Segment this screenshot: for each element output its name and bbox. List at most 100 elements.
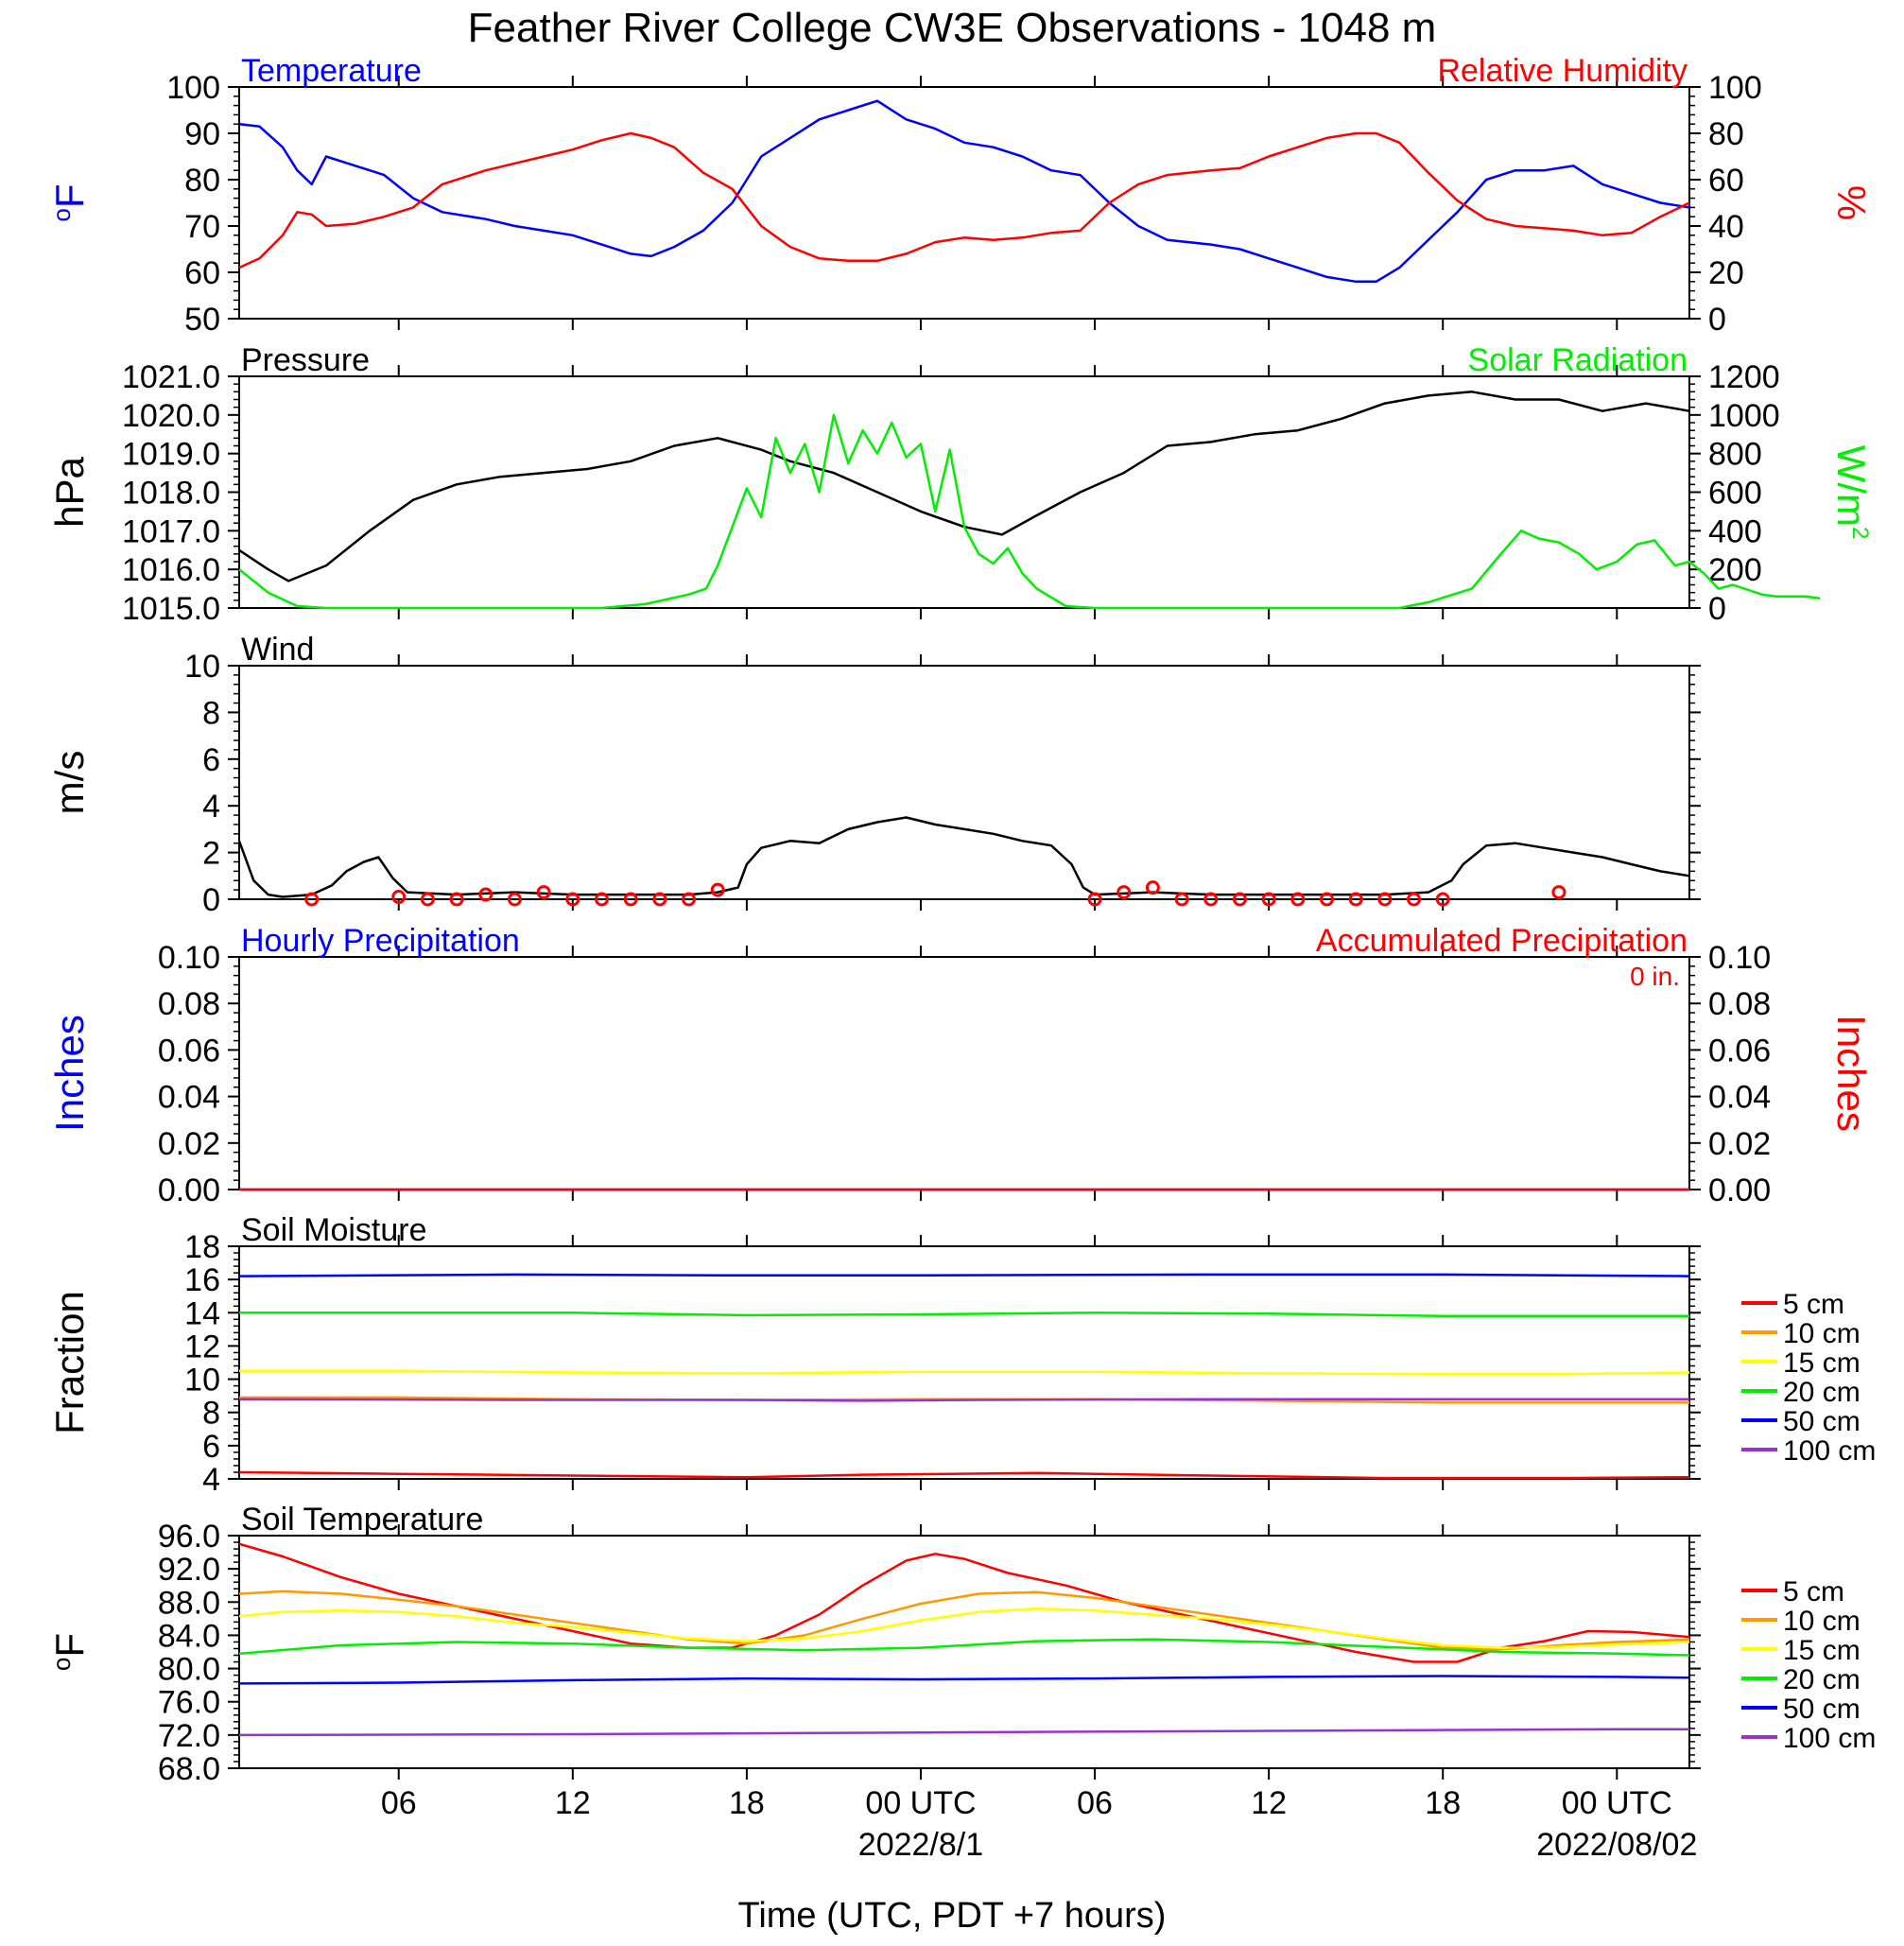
y-tick-label-left: 10 [184, 649, 220, 685]
y-tick-label-left: 1020.0 [122, 398, 220, 434]
wind-barb-calm [1551, 885, 1566, 900]
wind-barb-calm [478, 887, 493, 902]
y-tick-label-left: 50 [184, 302, 220, 338]
plot-frame [238, 956, 1690, 1190]
legend-label: 100 cm [1783, 1723, 1876, 1754]
y-tick-label-left: 14 [184, 1295, 220, 1331]
wind-barb-calm [565, 892, 580, 907]
y-tick-label-left: 0.10 [158, 940, 220, 976]
x-tick-label: 18 [729, 1785, 765, 1821]
wind-barb-calm [449, 892, 464, 907]
y-tick-label-left: 18 [184, 1229, 220, 1265]
plot-frame [238, 86, 1690, 320]
y-tick-label-right: 0.10 [1708, 940, 1771, 976]
chart-title: Feather River College CW3E Observations … [468, 5, 1437, 51]
degree-mark: o [47, 208, 76, 221]
series-line-100-cm [238, 1728, 1689, 1737]
series-line-20-cm [239, 1312, 1689, 1318]
wind-barb-calm [1261, 892, 1276, 907]
y-tick-label-left: 4 [202, 1462, 220, 1498]
wind-barb-calm [1116, 885, 1132, 900]
y-axis-unit-left: Fraction [47, 1291, 92, 1434]
legend-label: 50 cm [1783, 1694, 1861, 1725]
y-tick-label-left: 12 [184, 1329, 220, 1364]
y-tick-label-left: 1021.0 [122, 359, 220, 395]
series-line-100-cm [238, 1398, 1689, 1402]
y-tick-label-left: 1018.0 [122, 476, 220, 512]
wind-barb-calm [1320, 892, 1334, 907]
y-tick-label-right: 1200 [1708, 359, 1780, 395]
panel-title-left: Soil Moisture [241, 1212, 427, 1248]
series-line-pressure [238, 391, 1690, 582]
y-axis-unit-left: Inches [47, 1015, 92, 1132]
legend-label: 100 cm [1783, 1435, 1876, 1467]
y-tick-label-right: 0.06 [1708, 1033, 1771, 1069]
series-line-10-cm [238, 1590, 1690, 1651]
legend-label: 5 cm [1783, 1576, 1844, 1607]
series-line-50-cm [238, 1273, 1690, 1277]
y-tick-label-right: 0.02 [1708, 1126, 1771, 1162]
series-line-15-cm [239, 1369, 1690, 1376]
series-line-20-cm [238, 1638, 1690, 1657]
y-tick-label-left: 6 [202, 1429, 220, 1465]
x-tick-label: 06 [381, 1785, 417, 1821]
y-tick-label-left: 0.02 [158, 1126, 220, 1162]
x-tick-label: 00 UTC [865, 1785, 976, 1821]
series-line-5-cm [238, 1542, 1690, 1663]
y-axis-unit-right: Inches [1829, 1015, 1874, 1132]
y-tick-label-left: 1019.0 [122, 437, 220, 473]
degree-mark: o [47, 1658, 76, 1671]
y-tick-label-left: 88.0 [158, 1585, 220, 1621]
panel-title-right: Accumulated Precipitation [1316, 923, 1688, 959]
y-tick-label-left: 96.0 [158, 1519, 220, 1555]
wind-barb-calm [1435, 892, 1450, 907]
y-tick-label-left: 72.0 [158, 1718, 220, 1754]
y-tick-label-right: 0 [1708, 302, 1726, 338]
series-line-temperature [238, 99, 1690, 284]
unit-superscript: 2 [1847, 527, 1873, 539]
y-tick-label-left: 0.06 [158, 1033, 220, 1069]
legend-label: 15 cm [1783, 1347, 1861, 1379]
wind-barb-calm [1203, 892, 1219, 907]
y-tick-label-left: 0 [202, 882, 220, 918]
y-tick-label-left: 100 [166, 70, 220, 106]
wind-barb-calm [304, 892, 320, 907]
y-tick-label-left: 84.0 [158, 1618, 220, 1654]
series-line-solar-radiation [238, 413, 1821, 610]
panel-wind: 10 8 6 4 2 0 Wind m/s [47, 632, 1701, 918]
date-label: 2022/8/1 [858, 1827, 983, 1863]
wind-barb-calm [536, 885, 551, 900]
y-tick-label-left: 4 [202, 789, 220, 825]
panel-title-right: Relative Humidity [1437, 53, 1688, 89]
y-tick-label-right: 0.08 [1708, 986, 1771, 1022]
series-line-15-cm [238, 1607, 1690, 1649]
y-axis-unit-left: oF [47, 1633, 92, 1671]
y-tick-label-right: 1000 [1708, 398, 1780, 434]
y-tick-label-left: 70 [184, 209, 220, 245]
y-tick-label-left: 16 [184, 1262, 220, 1298]
legend-label: 50 cm [1783, 1406, 1861, 1437]
wind-barb-calm [1087, 892, 1102, 907]
x-tick-label: 00 UTC [1562, 1785, 1672, 1821]
series-line-relative-humidity [238, 131, 1690, 269]
wind-barb-calm [1174, 892, 1189, 907]
wind-barb-calm [595, 892, 609, 907]
wind-barb-calm [507, 892, 522, 907]
panel-title-left: Hourly Precipitation [241, 923, 520, 959]
y-tick-label-right: 20 [1708, 255, 1744, 291]
y-tick-label-right: 60 [1708, 163, 1744, 199]
y-tick-label-left: 0.04 [158, 1080, 220, 1116]
y-tick-label-left: 1016.0 [122, 552, 220, 588]
y-tick-label-left: 80.0 [158, 1652, 220, 1688]
y-tick-label-left: 92.0 [158, 1552, 220, 1588]
y-tick-label-left: 2 [202, 836, 220, 872]
y-tick-label-left: 8 [202, 1396, 220, 1432]
y-tick-label-right: 0.04 [1708, 1080, 1771, 1116]
wind-barb-calm [1290, 892, 1306, 907]
x-tick-label: 18 [1425, 1785, 1461, 1821]
y-tick-label-right: 600 [1708, 476, 1762, 512]
